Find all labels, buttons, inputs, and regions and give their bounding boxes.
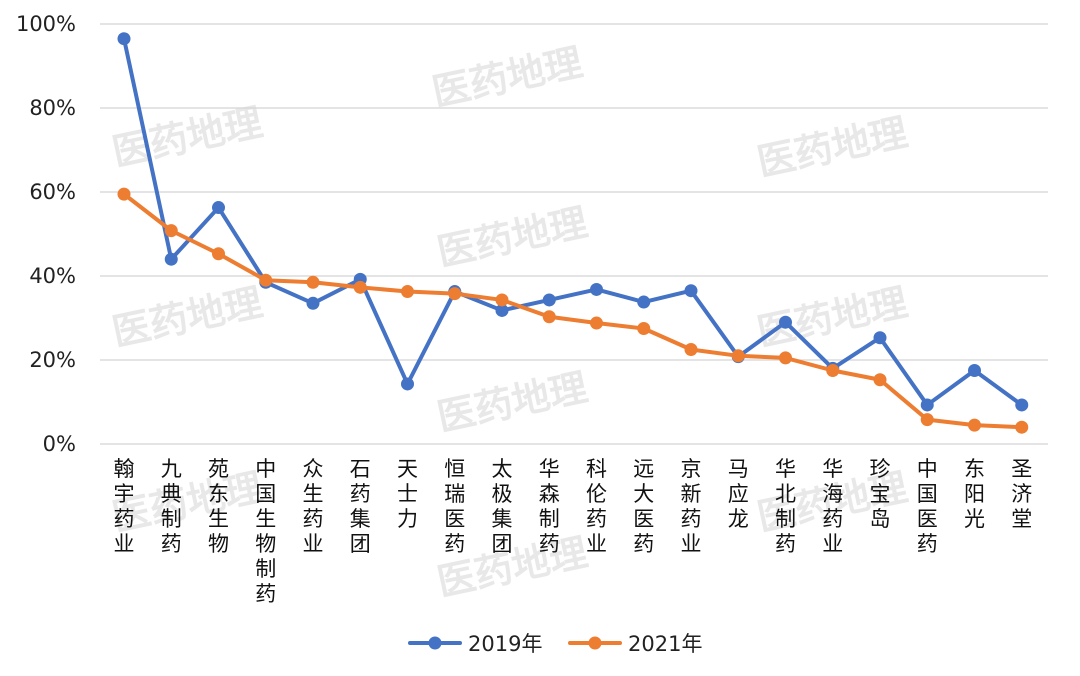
data-point: [542, 293, 556, 307]
x-category-label: 太极集团: [492, 457, 513, 556]
data-point: [495, 293, 509, 307]
x-category-label: 天士力: [397, 457, 418, 531]
watermark-text: 医药地理: [753, 110, 911, 185]
data-point: [684, 284, 698, 298]
data-point: [448, 287, 462, 301]
x-axis-category-labels: 翰宇药业 九典制药 苑东生物 中国生物制药 众生药业 石药集团 天士力 恒瑞医药 太极集团 华森制…: [114, 457, 1033, 606]
data-point: [164, 224, 178, 238]
data-point: [637, 295, 651, 309]
x-category-label: 中国医药: [917, 457, 938, 556]
data-point: [117, 187, 131, 201]
data-point: [401, 285, 414, 299]
data-point: [920, 413, 934, 427]
data-point: [353, 280, 367, 294]
x-category-label: 苑东生物: [208, 457, 229, 556]
x-category-label: 科伦药业: [586, 457, 607, 556]
x-category-label: 圣济堂: [1011, 457, 1032, 531]
legend-label: 2021年: [628, 632, 702, 656]
series-line: [122, 36, 1024, 407]
x-category-label: 九典制药: [161, 457, 182, 556]
x-category-label: 远大医药: [633, 457, 654, 556]
data-point: [779, 351, 792, 365]
x-category-label: 中国生物制药: [255, 457, 276, 606]
data-point: [306, 296, 320, 310]
data-point: [495, 303, 509, 317]
series-line: [122, 192, 1024, 430]
x-category-label: 恒瑞医药: [444, 457, 465, 556]
legend-marker: [428, 636, 442, 650]
data-point: [731, 349, 745, 363]
legend-marker: [588, 636, 602, 650]
data-point: [873, 331, 887, 345]
x-category-label: 东阳光: [964, 457, 985, 531]
x-category-label: 珍宝岛: [870, 457, 891, 531]
data-point: [684, 343, 698, 356]
data-point: [164, 252, 178, 266]
data-point: [1015, 420, 1029, 434]
y-tick-label: 80%: [29, 96, 76, 120]
x-category-label: 华海药业: [822, 457, 843, 556]
data-point: [590, 316, 603, 330]
data-point: [542, 310, 556, 324]
data-point: [637, 322, 651, 335]
data-point: [1015, 398, 1029, 412]
legend-label: 2019年: [468, 632, 542, 656]
x-category-label: 众生药业: [303, 457, 324, 556]
watermark-text: 医药地理: [433, 365, 591, 440]
series-layer: [117, 32, 1029, 434]
data-point: [920, 398, 934, 412]
data-point: [779, 315, 792, 329]
data-point: [259, 273, 273, 287]
data-point: [212, 201, 225, 215]
x-category-label: 京新药业: [681, 457, 702, 556]
watermark-text: 医药地理: [108, 280, 266, 355]
data-point: [117, 32, 131, 46]
legend: 2019年 2021年: [408, 632, 702, 656]
y-tick-label: 20%: [29, 348, 76, 372]
data-point: [826, 364, 840, 377]
y-tick-label: 60%: [29, 180, 76, 204]
x-category-label: 马应龙: [728, 457, 749, 531]
y-axis-tick-labels: 0% 20% 40% 60% 80% 100%: [16, 12, 76, 456]
data-point: [212, 247, 225, 261]
x-category-label: 华北制药: [775, 457, 796, 556]
x-category-label: 华森制药: [539, 457, 560, 556]
data-point: [401, 377, 414, 391]
watermark-text: 医药地理: [753, 280, 911, 355]
y-tick-label: 100%: [16, 12, 76, 36]
data-point: [306, 275, 320, 289]
legend-item: 2021年: [568, 632, 702, 656]
x-category-label: 翰宇药业: [114, 457, 135, 556]
data-point: [590, 282, 603, 296]
watermark-text: 医药地理: [108, 100, 266, 175]
data-point: [873, 373, 887, 387]
legend-item: 2019年: [408, 632, 542, 656]
y-tick-label: 0%: [43, 432, 76, 456]
series-2021: [117, 187, 1029, 434]
y-tick-label: 40%: [29, 264, 76, 288]
watermark-text: 医药地理: [433, 200, 591, 275]
watermark-text: 医药地理: [428, 40, 586, 115]
data-point: [968, 418, 981, 432]
x-category-label: 石药集团: [350, 457, 371, 556]
data-point: [968, 364, 981, 377]
